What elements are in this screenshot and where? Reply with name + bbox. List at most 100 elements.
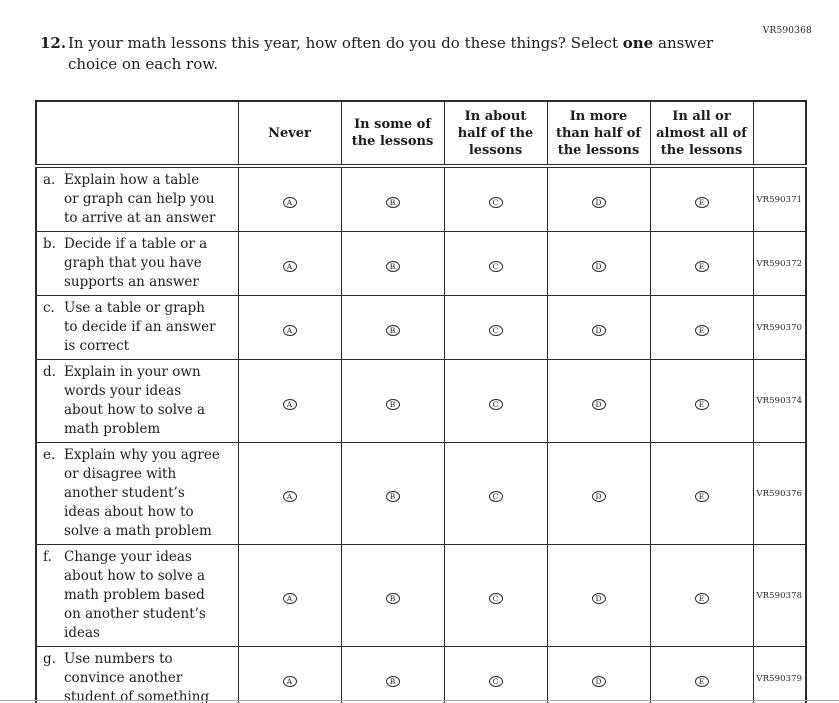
row-label-cell: g. Use numbers to convince another studen…: [35, 646, 239, 703]
option-cell: E: [649, 231, 754, 296]
option-cell: C: [443, 165, 548, 232]
row-label: Decide if a table or a graph that you ha…: [64, 236, 208, 290]
option-bubble-e[interactable]: E: [694, 325, 709, 337]
option-bubble-c[interactable]: C: [488, 261, 503, 273]
column-header-all-lessons: In all or almost all of the lessons: [649, 100, 754, 168]
table-row: b. Decide if a table or a graph that you …: [35, 231, 807, 296]
option-bubble-c[interactable]: C: [488, 676, 503, 688]
option-cell: E: [649, 165, 754, 232]
row-marker: b.: [43, 236, 56, 252]
option-bubble-b[interactable]: B: [385, 325, 400, 337]
option-bubble-b[interactable]: B: [385, 197, 400, 209]
option-cell: A: [237, 295, 342, 360]
option-bubble-c[interactable]: C: [488, 398, 503, 410]
row-label-cell: c. Use a table or graph to decide if an a…: [35, 295, 239, 360]
option-bubble-a[interactable]: A: [282, 325, 297, 337]
option-cell: A: [237, 359, 342, 443]
row-label-cell: d. Explain in your own words your ideas a…: [35, 359, 239, 443]
row-vr-code: VR590376: [752, 442, 807, 545]
option-bubble-b[interactable]: B: [385, 398, 400, 410]
row-vr-code: VR590379: [752, 646, 807, 703]
option-bubble-c[interactable]: C: [488, 593, 503, 605]
option-bubble-a[interactable]: A: [282, 398, 297, 410]
option-bubble-e[interactable]: E: [694, 398, 709, 410]
question-number: 12.: [40, 34, 67, 52]
option-bubble-e[interactable]: E: [694, 261, 709, 273]
option-cell: B: [340, 544, 445, 647]
option-bubble-c[interactable]: C: [488, 325, 503, 337]
header-empty-cell: [35, 100, 239, 168]
option-bubble-d[interactable]: D: [591, 593, 606, 605]
option-cell: E: [649, 544, 754, 647]
option-bubble-e[interactable]: E: [694, 676, 709, 688]
form-code-top-right: VR590368: [762, 26, 812, 36]
option-bubble-d[interactable]: D: [591, 197, 606, 209]
row-label: Use a table or graph to decide if an ans…: [64, 300, 216, 354]
option-cell: E: [649, 646, 754, 703]
option-bubble-b[interactable]: B: [385, 593, 400, 605]
row-vr-code: VR590370: [752, 295, 807, 360]
option-bubble-a[interactable]: A: [282, 676, 297, 688]
option-cell: C: [443, 442, 548, 545]
row-vr-code: VR590378: [752, 544, 807, 647]
option-cell: A: [237, 231, 342, 296]
option-bubble-a[interactable]: A: [282, 593, 297, 605]
option-bubble-a[interactable]: A: [282, 261, 297, 273]
option-cell: C: [443, 544, 548, 647]
header-code-cell: [752, 100, 807, 168]
option-bubble-c[interactable]: C: [488, 491, 503, 503]
option-bubble-a[interactable]: A: [282, 197, 297, 209]
option-cell: D: [546, 544, 651, 647]
option-bubble-b[interactable]: B: [385, 261, 400, 273]
option-cell: B: [340, 442, 445, 545]
question-text-before: In your math lessons this year, how ofte…: [68, 34, 623, 52]
table-row: d. Explain in your own words your ideas a…: [35, 359, 807, 443]
question-text-after: answer choice on each row.: [68, 34, 714, 73]
option-cell: B: [340, 359, 445, 443]
option-cell: A: [237, 165, 342, 232]
option-bubble-b[interactable]: B: [385, 491, 400, 503]
option-bubble-d[interactable]: D: [591, 261, 606, 273]
option-cell: C: [443, 231, 548, 296]
row-label: Explain how a table or graph can help yo…: [64, 172, 216, 226]
row-label-cell: a. Explain how a table or graph can help …: [35, 165, 239, 232]
row-marker: f.: [43, 549, 52, 565]
option-cell: E: [649, 442, 754, 545]
option-bubble-b[interactable]: B: [385, 676, 400, 688]
question-text: In your math lessons this year, how ofte…: [68, 33, 713, 75]
option-bubble-a[interactable]: A: [282, 491, 297, 503]
option-bubble-d[interactable]: D: [591, 325, 606, 337]
option-bubble-e[interactable]: E: [694, 491, 709, 503]
option-cell: A: [237, 544, 342, 647]
option-cell: B: [340, 646, 445, 703]
row-label: Use numbers to convince another student …: [64, 651, 210, 703]
question-block: 12. In your math lessons this year, how …: [40, 33, 713, 75]
option-bubble-d[interactable]: D: [591, 398, 606, 410]
column-header-some-lessons: In some of the lessons: [340, 100, 445, 168]
column-header-more-than-half: In more than half of the lessons: [546, 100, 651, 168]
option-cell: C: [443, 295, 548, 360]
table-row: g. Use numbers to convince another studen…: [35, 646, 807, 703]
row-label: Change your ideas about how to solve a m…: [64, 549, 206, 641]
option-bubble-d[interactable]: D: [591, 491, 606, 503]
row-label-cell: b. Decide if a table or a graph that you …: [35, 231, 239, 296]
row-marker: d.: [43, 364, 56, 380]
option-bubble-e[interactable]: E: [694, 593, 709, 605]
option-bubble-c[interactable]: C: [488, 197, 503, 209]
row-vr-code: VR590371: [752, 165, 807, 232]
option-cell: D: [546, 359, 651, 443]
row-label: Explain why you agree or disagree with a…: [64, 447, 220, 539]
option-bubble-e[interactable]: E: [694, 197, 709, 209]
option-cell: B: [340, 295, 445, 360]
option-cell: C: [443, 646, 548, 703]
option-bubble-d[interactable]: D: [591, 676, 606, 688]
row-label: Explain in your own words your ideas abo…: [64, 364, 206, 437]
row-marker: a.: [43, 172, 56, 188]
option-cell: A: [237, 442, 342, 545]
option-cell: B: [340, 165, 445, 232]
option-cell: D: [546, 646, 651, 703]
row-label-cell: e. Explain why you agree or disagree with…: [35, 442, 239, 545]
option-cell: C: [443, 359, 548, 443]
option-cell: D: [546, 231, 651, 296]
question-text-bold-word: one: [622, 34, 654, 52]
